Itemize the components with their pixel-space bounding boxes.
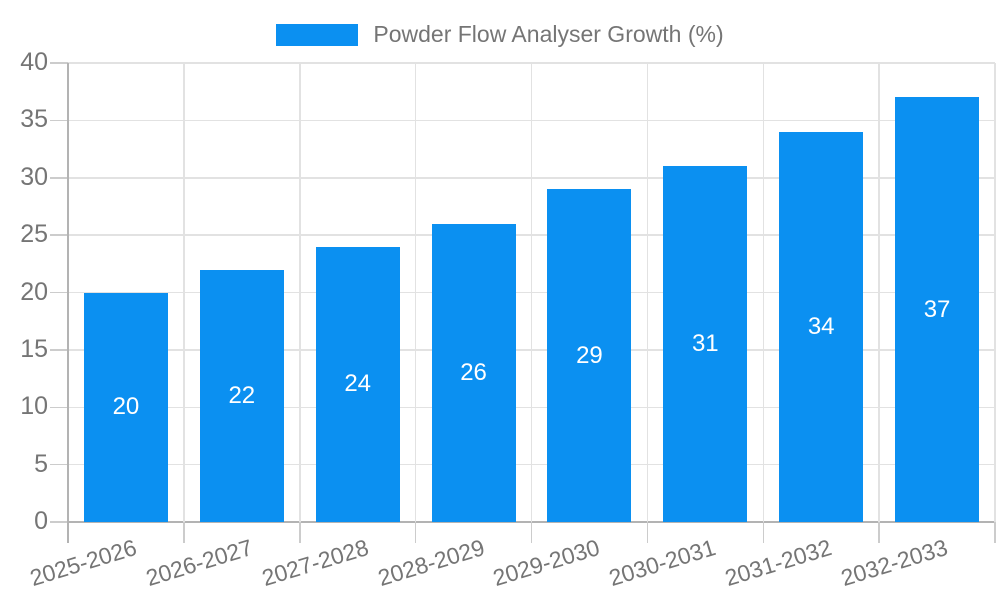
x-axis-tick xyxy=(414,522,417,543)
gridline-vertical xyxy=(646,63,649,522)
y-axis-tick xyxy=(50,463,68,466)
y-axis-tick xyxy=(50,119,68,122)
legend-swatch xyxy=(276,23,359,46)
x-axis-tick xyxy=(994,522,996,543)
chart-legend: Powder Flow Analyser Growth (%) xyxy=(0,21,1000,48)
bar xyxy=(431,223,516,522)
gridline-vertical xyxy=(994,63,996,522)
bar-value-label: 29 xyxy=(576,341,603,369)
y-axis-label: 0 xyxy=(34,506,48,535)
x-axis-label: 2026-2027 xyxy=(142,534,256,592)
gridline-vertical xyxy=(762,63,764,522)
y-axis-label: 15 xyxy=(20,334,48,363)
y-axis-tick xyxy=(50,349,68,351)
gridline-vertical xyxy=(414,63,417,522)
bar-value-label: 31 xyxy=(691,330,719,358)
y-axis-tick xyxy=(50,234,68,236)
x-axis-label: 2030-2031 xyxy=(606,534,719,592)
x-axis-label: 2028-2029 xyxy=(374,534,488,592)
x-axis-tick xyxy=(646,522,649,543)
x-axis-tick xyxy=(299,522,301,543)
gridline-vertical xyxy=(299,63,301,522)
bar xyxy=(547,189,632,522)
x-axis-label: 2031-2032 xyxy=(721,534,835,592)
x-axis-label: 2027-2028 xyxy=(258,534,372,592)
y-axis-label: 10 xyxy=(20,392,48,421)
bar-value-label: 20 xyxy=(112,393,140,421)
y-axis-tick xyxy=(50,406,68,408)
bar-value-label: 24 xyxy=(344,370,372,398)
bar xyxy=(895,97,980,522)
y-axis-label: 35 xyxy=(20,105,48,134)
x-axis-tick xyxy=(530,522,533,543)
gridline-vertical xyxy=(530,63,533,522)
y-axis-label: 20 xyxy=(20,277,48,306)
y-axis-label: 5 xyxy=(34,449,48,478)
bar xyxy=(315,246,400,522)
x-axis-label: 2032-2033 xyxy=(837,534,951,592)
bar-value-label: 26 xyxy=(460,358,487,386)
x-axis-tick xyxy=(878,522,880,543)
bar-value-label: 34 xyxy=(807,312,835,340)
bar-value-label: 22 xyxy=(228,381,256,409)
bar xyxy=(199,269,284,522)
y-axis-label: 25 xyxy=(20,220,48,249)
gridline-vertical xyxy=(183,63,185,522)
bar xyxy=(779,131,864,522)
bar xyxy=(83,292,168,522)
bar-value-label: 37 xyxy=(923,295,951,323)
y-axis-tick xyxy=(50,177,68,179)
y-axis-tick xyxy=(50,291,68,294)
x-axis-label: 2025-2026 xyxy=(26,534,140,592)
gridline-vertical xyxy=(878,63,880,522)
legend-label: Powder Flow Analyser Growth (%) xyxy=(373,21,724,47)
y-axis-tick xyxy=(50,62,68,64)
y-axis-label: 30 xyxy=(20,162,48,191)
x-axis-label: 2029-2030 xyxy=(490,534,604,592)
x-axis-tick xyxy=(183,522,185,543)
x-axis-tick xyxy=(762,522,764,543)
bar xyxy=(663,166,748,522)
y-axis-label: 40 xyxy=(20,47,48,76)
y-axis-tick xyxy=(50,521,68,523)
y-axis-line xyxy=(66,63,69,543)
